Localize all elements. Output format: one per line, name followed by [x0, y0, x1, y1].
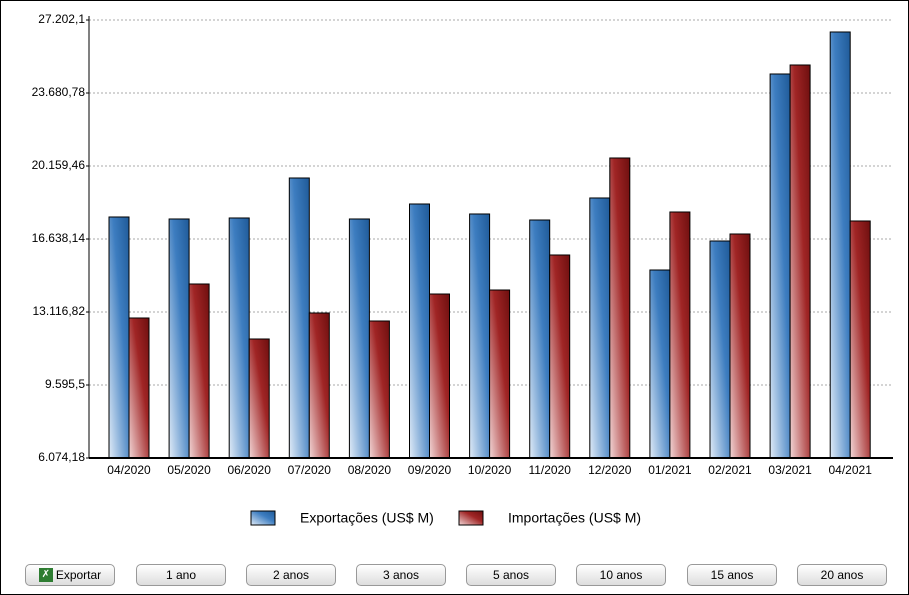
- legend-label: Importações (US$ M): [508, 510, 641, 526]
- x-tick-label: 08/2020: [348, 463, 392, 477]
- period-button[interactable]: 15 anos: [687, 564, 777, 586]
- bar: [308, 312, 330, 459]
- bar: [489, 289, 511, 459]
- bar: [789, 64, 811, 459]
- bar: [649, 269, 671, 459]
- bar: [409, 203, 430, 459]
- period-button[interactable]: 3 anos: [356, 564, 446, 586]
- excel-icon: ✗: [38, 568, 53, 582]
- bar: [188, 283, 210, 459]
- x-tick-label: 04/2021: [829, 463, 873, 477]
- bar: [589, 197, 611, 459]
- y-tick-label: 6.074,18: [38, 450, 85, 464]
- bar: [469, 213, 491, 459]
- bar: [769, 73, 791, 459]
- x-tick-label: 01/2021: [648, 463, 692, 477]
- y-tick-label: 16.638,14: [32, 231, 86, 245]
- legend-swatch: [250, 510, 276, 526]
- x-tick-label: 10/2020: [468, 463, 512, 477]
- y-tick-label: 13.116,82: [33, 304, 86, 318]
- button-label: 5 anos: [492, 568, 530, 582]
- bar: [549, 254, 571, 459]
- bar: [729, 233, 751, 459]
- bar: [288, 177, 310, 459]
- y-tick-label: 23.680,78: [32, 85, 86, 99]
- x-tick-label: 04/2020: [107, 463, 151, 477]
- button-label: 15 anos: [710, 568, 754, 582]
- button-label: Exportar: [55, 568, 102, 582]
- y-tick-label: 27.202,1: [38, 12, 85, 26]
- y-tick-label: 9.595,5: [45, 377, 85, 391]
- legend-swatch: [458, 510, 484, 526]
- bar: [669, 211, 691, 459]
- x-tick-label: 07/2020: [288, 463, 332, 477]
- bar: [108, 216, 130, 459]
- y-tick-label: 20.159,46: [32, 158, 86, 172]
- period-button[interactable]: 10 anos: [576, 564, 666, 586]
- period-button[interactable]: 1 ano: [136, 564, 226, 586]
- button-label: 3 anos: [382, 568, 420, 582]
- bar: [829, 31, 851, 459]
- x-tick-label: 11/2020: [528, 463, 571, 477]
- bar: [228, 217, 250, 459]
- bar: [709, 240, 731, 459]
- button-label: 1 ano: [165, 568, 197, 582]
- x-tick-label: 03/2021: [768, 463, 812, 477]
- bar: [368, 320, 390, 459]
- x-tick-label: 05/2020: [167, 463, 211, 477]
- period-button[interactable]: 20 anos: [797, 564, 887, 586]
- legend-label: Exportações (US$ M): [300, 510, 434, 526]
- bar: [429, 293, 450, 459]
- x-tick-label: 09/2020: [408, 463, 452, 477]
- period-button[interactable]: 5 anos: [466, 564, 556, 586]
- export-button[interactable]: ✗ Exportar: [25, 564, 115, 586]
- bar: [168, 218, 190, 459]
- x-tick-label: 12/2020: [588, 463, 632, 477]
- bar: [529, 219, 551, 459]
- button-label: 10 anos: [599, 568, 643, 582]
- x-tick-label: 02/2021: [708, 463, 752, 477]
- bar: [248, 338, 270, 459]
- button-label: 2 anos: [272, 568, 310, 582]
- button-label: 20 anos: [820, 568, 864, 582]
- bar: [348, 218, 370, 459]
- chart: 6.074,18 9.595,5 13.116,82 16.638,14 20.159,…: [32, 12, 893, 526]
- x-tick-label: 06/2020: [228, 463, 272, 477]
- period-button[interactable]: 2 anos: [246, 564, 336, 586]
- bar: [609, 157, 631, 459]
- bar: [128, 317, 150, 459]
- bar: [849, 220, 871, 459]
